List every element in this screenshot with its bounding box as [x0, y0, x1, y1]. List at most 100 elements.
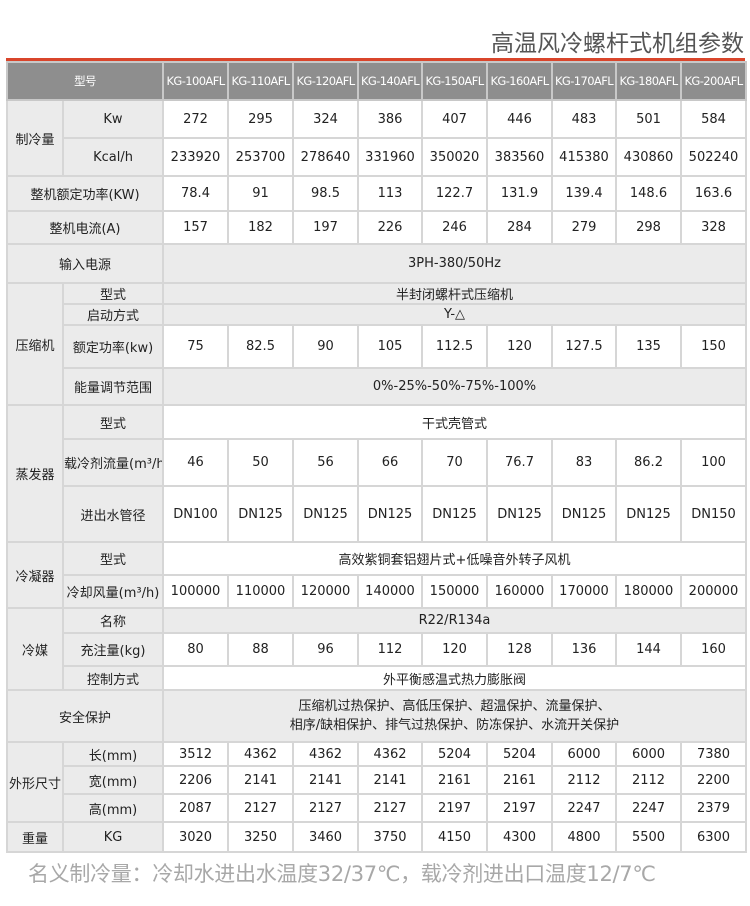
value-cell: 100 [680, 438, 747, 487]
value-cell: 446 [486, 99, 553, 139]
table-row: 冷媒 名称 R22/R134a [6, 607, 747, 691]
row-label: 输入电源 [6, 243, 164, 284]
value-cell: 584 [680, 99, 747, 139]
merged-value-cell: 压缩机过热保护、高低压保护、超温保护、流量保护、 相序/缺相保护、排气过热保护、防… [162, 689, 747, 743]
value-cell: 5500 [615, 821, 682, 853]
table-row: 充注量(kg) 80 88 96 112 120 128 136 144 160 [7, 632, 747, 667]
value-cell: 70 [421, 438, 488, 487]
value-cell: 2127 [227, 793, 294, 823]
merged-value-cell: 半封闭螺杆式压缩机 [162, 282, 747, 305]
table-row: 重量 KG 3020 3250 3460 3750 4150 4300 4800 5500 6300 [6, 821, 747, 853]
value-cell: 200000 [680, 574, 747, 609]
row-label: 充注量(kg) [62, 632, 164, 667]
value-cell: 3020 [162, 821, 229, 853]
value-cell: DN125 [421, 485, 488, 543]
row-label: 型式 [62, 282, 164, 305]
value-cell: 6000 [615, 741, 682, 767]
value-cell: 150000 [421, 574, 488, 609]
value-cell: 2141 [227, 765, 294, 795]
table-row: 高(mm) 2087 2127 2127 2127 2197 2197 2247 2247 237… [7, 793, 747, 823]
value-cell: 180000 [615, 574, 682, 609]
value-cell: 3512 [162, 741, 229, 767]
value-cell: 4300 [486, 821, 553, 853]
row-label: 启动方式 [62, 303, 164, 326]
value-cell: 2197 [421, 793, 488, 823]
value-cell: 253700 [227, 137, 294, 177]
value-cell: 350020 [421, 137, 488, 177]
value-cell: 2247 [615, 793, 682, 823]
value-cell: DN100 [162, 485, 229, 543]
row-label: 载冷剂流量(m³/h) [62, 438, 164, 487]
row-label: 名称 [62, 607, 164, 634]
value-cell: 3250 [227, 821, 294, 853]
value-cell: 3750 [357, 821, 423, 853]
value-cell: 136 [551, 632, 617, 667]
group-label: 冷凝器 [6, 541, 64, 609]
value-cell: 2112 [551, 765, 617, 795]
value-line: 相序/缺相保护、排气过热保护、防冻保护、水流开关保护 [289, 718, 620, 733]
group-label: 冷媒 [6, 607, 64, 691]
value-cell: 88 [227, 632, 294, 667]
row-label: 整机电流(A) [6, 210, 164, 245]
value-cell: 78.4 [162, 175, 229, 212]
model-header-cell: KG-200AFL [680, 61, 747, 101]
value-cell: 6000 [551, 741, 617, 767]
row-label: 控制方式 [62, 665, 164, 691]
value-cell: 160 [680, 632, 747, 667]
value-cell: 2112 [615, 765, 682, 795]
value-cell: DN125 [292, 485, 359, 543]
value-cell: 120000 [292, 574, 359, 609]
table-row: 安全保护 压缩机过热保护、高低压保护、超温保护、流量保护、 相序/缺相保护、排气过热… [6, 689, 747, 743]
value-cell: 46 [162, 438, 229, 487]
value-cell: 383560 [486, 137, 553, 177]
merged-value-cell: R22/R134a [162, 607, 747, 634]
value-cell: 96 [292, 632, 359, 667]
row-label: 额定功率(kw) [62, 324, 164, 369]
row-label: 整机额定功率(KW) [6, 175, 164, 212]
value-cell: 407 [421, 99, 488, 139]
value-cell: 4362 [357, 741, 423, 767]
group-label: 外形尺寸 [6, 741, 64, 823]
value-cell: 170000 [551, 574, 617, 609]
row-label: 安全保护 [6, 689, 164, 743]
value-cell: 415380 [551, 137, 617, 177]
value-cell: 2127 [357, 793, 423, 823]
model-header-cell: KG-150AFL [421, 61, 488, 101]
value-cell: 120 [421, 632, 488, 667]
value-cell: 4800 [551, 821, 617, 853]
value-cell: 324 [292, 99, 359, 139]
table-row: 压缩机 型式 半封闭螺杆式压缩机 [6, 282, 747, 406]
value-cell: DN150 [680, 485, 747, 543]
table-row: 启动方式 Y-△ [7, 303, 747, 326]
value-cell: 284 [486, 210, 553, 245]
value-cell: 279 [551, 210, 617, 245]
value-cell: 2200 [680, 765, 747, 795]
value-cell: 98.5 [292, 175, 359, 212]
page-title: 高温风冷螺杆式机组参数 [491, 31, 744, 57]
value-cell: 430860 [615, 137, 682, 177]
value-cell: 2127 [292, 793, 359, 823]
model-header-cell: KG-110AFL [227, 61, 294, 101]
value-cell: 105 [357, 324, 423, 369]
value-cell: 82.5 [227, 324, 294, 369]
table-row: 制冷量 Kw 272 295 324 386 407 446 483 501 584 [6, 99, 747, 177]
value-cell: 91 [227, 175, 294, 212]
table-row: 输入电源 3PH-380/50Hz [6, 243, 747, 284]
table-row: 冷却风量(m³/h) 100000 110000 120000 140000 150000… [7, 574, 747, 609]
value-cell: 148.6 [615, 175, 682, 212]
table-row: 载冷剂流量(m³/h) 46 50 56 66 70 76.7 83 86.2 100 [7, 438, 747, 487]
value-cell: 2247 [551, 793, 617, 823]
value-cell: 100000 [162, 574, 229, 609]
header-row: 型号 KG-100AFL KG-110AFL KG-120AFL KG-140AFL K… [6, 61, 747, 101]
value-cell: 5204 [421, 741, 488, 767]
model-header-cell: KG-140AFL [357, 61, 423, 101]
value-cell: 226 [357, 210, 423, 245]
value-cell: 2161 [421, 765, 488, 795]
value-cell: 122.7 [421, 175, 488, 212]
value-cell: 2087 [162, 793, 229, 823]
model-header-cell: KG-100AFL [162, 61, 229, 101]
merged-value-cell: Y-△ [162, 303, 747, 326]
value-cell: 50 [227, 438, 294, 487]
table-row: 整机额定功率(KW) 78.4 91 98.5 113 122.7 131.9 139.4 14… [6, 175, 747, 212]
value-cell: DN125 [551, 485, 617, 543]
